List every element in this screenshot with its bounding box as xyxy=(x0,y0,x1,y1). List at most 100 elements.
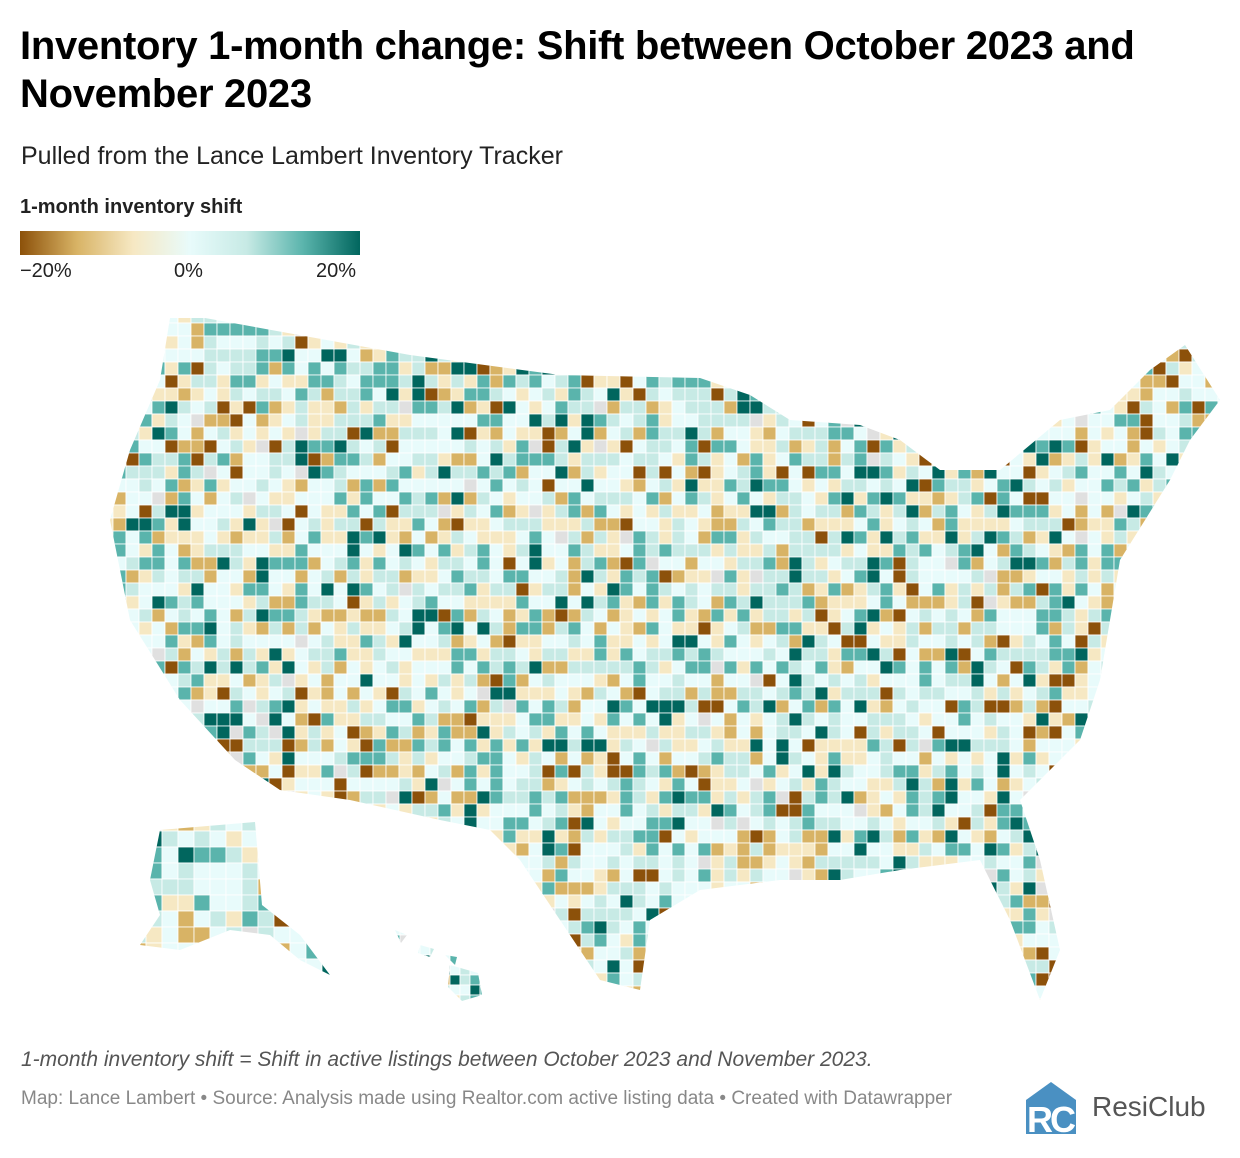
county-cell xyxy=(1204,816,1219,831)
county-cell xyxy=(541,634,556,649)
county-cell xyxy=(307,894,322,909)
county-cell xyxy=(1035,348,1050,363)
county-cell xyxy=(450,712,465,727)
county-cell xyxy=(1139,569,1154,584)
county-cell xyxy=(1061,907,1076,922)
us-county-choropleth-map[interactable] xyxy=(0,290,1240,1030)
county-cell xyxy=(632,530,647,545)
county-cell xyxy=(502,491,517,506)
county-cell xyxy=(775,322,790,337)
county-cell xyxy=(853,556,868,571)
county-cell xyxy=(957,933,972,948)
county-cell xyxy=(463,647,478,662)
county-cell xyxy=(1087,452,1102,467)
county-cell xyxy=(970,829,985,844)
county-cell xyxy=(1074,829,1089,844)
county-cell xyxy=(112,413,127,428)
county-cell xyxy=(710,465,725,480)
county-cell xyxy=(606,985,621,1000)
county-cell xyxy=(567,738,582,753)
county-cell xyxy=(229,985,244,1000)
county-cell xyxy=(788,374,803,389)
county-cell xyxy=(801,491,816,506)
county-cell xyxy=(216,699,231,714)
county-cell xyxy=(541,920,556,935)
county-cell xyxy=(671,803,686,818)
county-cell xyxy=(567,764,582,779)
county-cell xyxy=(1035,582,1050,597)
county-cell xyxy=(580,439,595,454)
county-cell xyxy=(775,634,790,649)
county-cell xyxy=(1113,530,1128,545)
county-cell xyxy=(567,894,582,909)
county-cell xyxy=(411,318,426,324)
county-cell xyxy=(1009,933,1024,948)
county-cell xyxy=(1009,894,1024,909)
county-cell xyxy=(372,933,387,948)
county-cell xyxy=(892,582,907,597)
county-cell xyxy=(632,595,647,610)
county-cell xyxy=(697,335,712,350)
county-cell xyxy=(110,361,114,376)
county-cell xyxy=(515,582,530,597)
county-cell xyxy=(1178,959,1193,974)
county-cell xyxy=(580,517,595,532)
county-cell xyxy=(541,387,556,402)
county-cell xyxy=(255,400,270,415)
county-cell xyxy=(241,894,259,912)
county-cell xyxy=(814,634,829,649)
county-cell xyxy=(1022,894,1037,909)
county-cell xyxy=(983,439,998,454)
county-cell xyxy=(1165,478,1180,493)
county-cell xyxy=(242,361,257,376)
county-cell xyxy=(736,543,751,558)
county-cell xyxy=(1178,946,1193,961)
county-cell xyxy=(957,712,972,727)
county-cell xyxy=(1217,348,1220,363)
county-cell xyxy=(125,725,140,740)
county-cell xyxy=(645,582,660,597)
county-cell xyxy=(710,855,725,870)
county-cell xyxy=(281,569,296,584)
county-cell xyxy=(463,387,478,402)
county-cell xyxy=(476,387,491,402)
county-cell xyxy=(1009,348,1024,363)
county-cell xyxy=(125,647,140,662)
county-cell xyxy=(385,530,400,545)
county-cell xyxy=(554,712,569,727)
county-cell xyxy=(1191,660,1206,675)
county-cell xyxy=(1048,322,1063,337)
county-cell xyxy=(580,348,595,363)
county-cell xyxy=(424,816,439,831)
county-cell xyxy=(697,998,712,1000)
county-cell xyxy=(164,738,179,753)
county-cell xyxy=(879,439,894,454)
county-cell xyxy=(996,803,1011,818)
county-cell xyxy=(554,439,569,454)
county-cell xyxy=(241,846,259,864)
county-cell xyxy=(372,569,387,584)
county-cell xyxy=(1113,907,1128,922)
county-cell xyxy=(814,318,829,324)
county-cell xyxy=(437,504,452,519)
county-cell xyxy=(1100,491,1115,506)
county-cell xyxy=(268,465,283,480)
county-cell xyxy=(307,868,322,883)
county-cell xyxy=(619,426,634,441)
county-cell xyxy=(1074,985,1089,1000)
county-cell xyxy=(346,621,361,636)
county-cell xyxy=(125,660,140,675)
county-cell xyxy=(489,582,504,597)
county-cell xyxy=(502,530,517,545)
county-cell xyxy=(554,699,569,714)
county-cell xyxy=(151,686,166,701)
county-cell xyxy=(619,790,634,805)
county-cell xyxy=(450,933,465,948)
county-cell xyxy=(1074,322,1089,337)
county-cell xyxy=(788,608,803,623)
county-cell xyxy=(281,582,296,597)
county-cell xyxy=(658,582,673,597)
county-cell xyxy=(1035,829,1050,844)
county-cell xyxy=(710,699,725,714)
county-cell xyxy=(1191,907,1206,922)
